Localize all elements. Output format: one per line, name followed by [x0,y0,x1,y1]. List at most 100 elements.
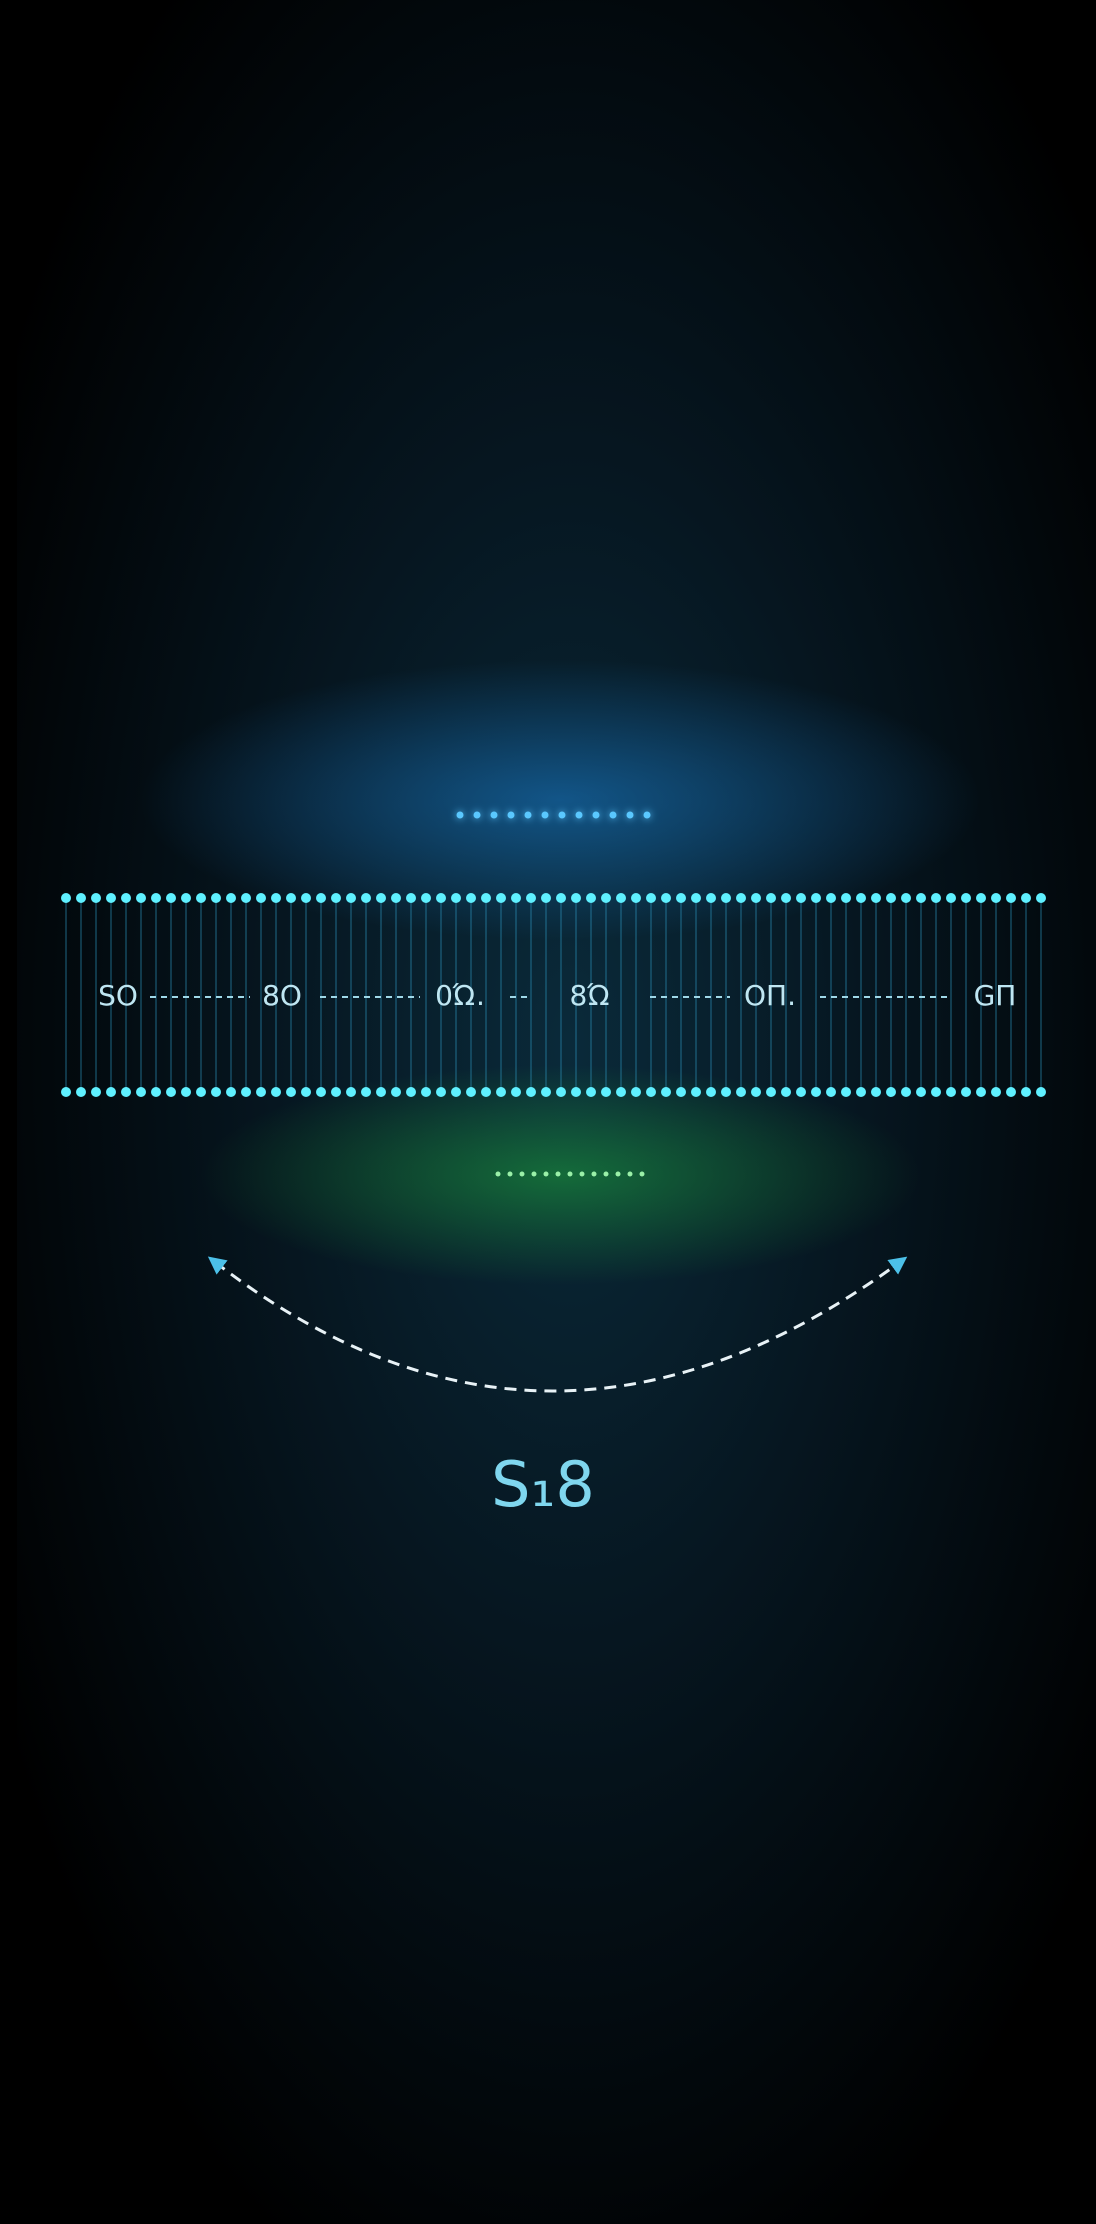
bead [991,1087,1001,1097]
bead [76,893,86,903]
dot [544,1172,549,1177]
bead [766,893,776,903]
flow-label: OΠ. [744,979,796,1012]
bead [871,1087,881,1097]
bead [526,1087,536,1097]
bead [136,893,146,903]
bead [781,1087,791,1097]
bead [976,1087,986,1097]
bead [301,893,311,903]
dot [542,812,549,819]
bead [736,1087,746,1097]
bead [916,1087,926,1097]
bead [436,893,446,903]
bead [931,1087,941,1097]
bead [361,1087,371,1097]
dot [508,812,515,819]
bead [466,893,476,903]
bead [826,1087,836,1097]
dot [491,812,498,819]
left-edge [0,0,17,2224]
bead [931,893,941,903]
dot [644,812,651,819]
bead [706,1087,716,1097]
bead [166,893,176,903]
bead [916,893,926,903]
bead [811,893,821,903]
dot [568,1172,573,1177]
bead [586,1087,596,1097]
scene: SO8O0Ώ.8ΏOΠ.GΠ S₁8 [0,0,1096,2224]
dot [474,812,481,819]
bead [406,1087,416,1097]
bead [241,893,251,903]
bead [736,893,746,903]
bead [451,1087,461,1097]
bead [241,1087,251,1097]
bead [766,1087,776,1097]
bead [301,1087,311,1097]
bead [616,1087,626,1097]
bead [631,893,641,903]
bead [451,893,461,903]
bead [661,1087,671,1097]
bead [121,1087,131,1097]
bead [1006,1087,1016,1097]
flow-label: 8O [262,979,302,1012]
bead [346,1087,356,1097]
bead [571,1087,581,1097]
dot [580,1172,585,1177]
bead [436,1087,446,1097]
bead [271,893,281,903]
bead [961,893,971,903]
bead [796,893,806,903]
bead [946,893,956,903]
dot [628,1172,633,1177]
bead [346,893,356,903]
bead [511,1087,521,1097]
bead [691,1087,701,1097]
bead [496,893,506,903]
bead [541,893,551,903]
dot [520,1172,525,1177]
bead [91,893,101,903]
bead [316,893,326,903]
bead [601,893,611,903]
dot [592,1172,597,1177]
bead [946,1087,956,1097]
bead [976,893,986,903]
bead [166,1087,176,1097]
dot [610,812,617,819]
dot [593,812,600,819]
bead [676,1087,686,1097]
bead [571,893,581,903]
bead [1036,893,1046,903]
bead [256,1087,266,1097]
bead [826,893,836,903]
bead [151,893,161,903]
bead [106,893,116,903]
bead [331,893,341,903]
bead [481,893,491,903]
bead [91,1087,101,1097]
bead [151,1087,161,1097]
bead [691,893,701,903]
bead [856,893,866,903]
bead [646,1087,656,1097]
bead [856,1087,866,1097]
bead [211,893,221,903]
flow-label: SO [98,979,138,1012]
bead [751,1087,761,1097]
bead [886,1087,896,1097]
dot [640,1172,645,1177]
bead [721,893,731,903]
bead [316,1087,326,1097]
bead [526,893,536,903]
bead [286,893,296,903]
bead [421,893,431,903]
bead [901,893,911,903]
bead [61,893,71,903]
bead [886,893,896,903]
bead [901,1087,911,1097]
bead [811,1087,821,1097]
